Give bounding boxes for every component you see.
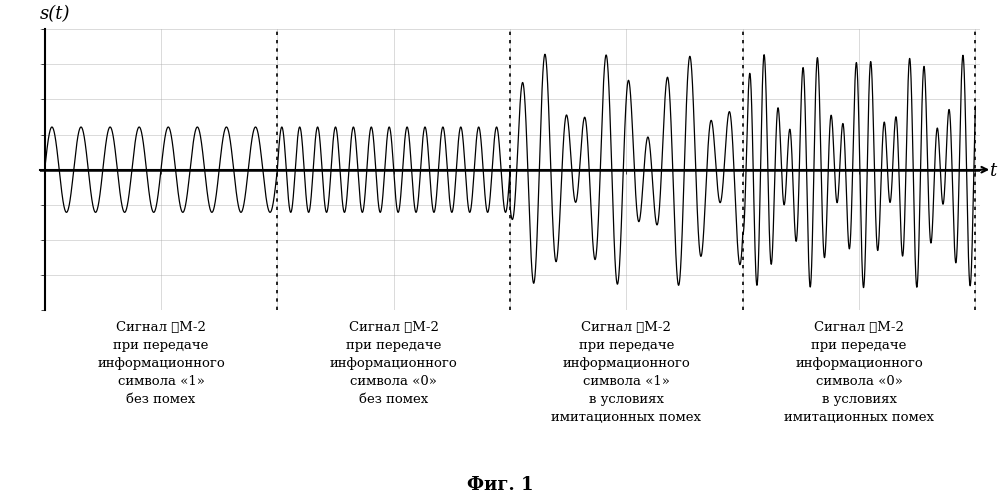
Text: s(t): s(t) xyxy=(40,5,70,23)
Text: Сигнал 䉼М-2
при передаче
информационного
символа «0»
без помех: Сигнал 䉼М-2 при передаче информационного… xyxy=(330,321,458,405)
Text: Сигнал 䉼М-2
при передаче
информационного
символа «1»
без помех: Сигнал 䉼М-2 при передаче информационного… xyxy=(97,321,225,405)
Text: Сигнал 䉼М-2
при передаче
информационного
символа «1»
в условиях
имитационных пом: Сигнал 䉼М-2 при передаче информационного… xyxy=(551,321,701,423)
Text: t: t xyxy=(989,161,997,179)
Text: Фиг. 1: Фиг. 1 xyxy=(467,475,533,493)
Text: Сигнал 䉼М-2
при передаче
информационного
символа «0»
в условиях
имитационных пом: Сигнал 䉼М-2 при передаче информационного… xyxy=(784,321,934,423)
